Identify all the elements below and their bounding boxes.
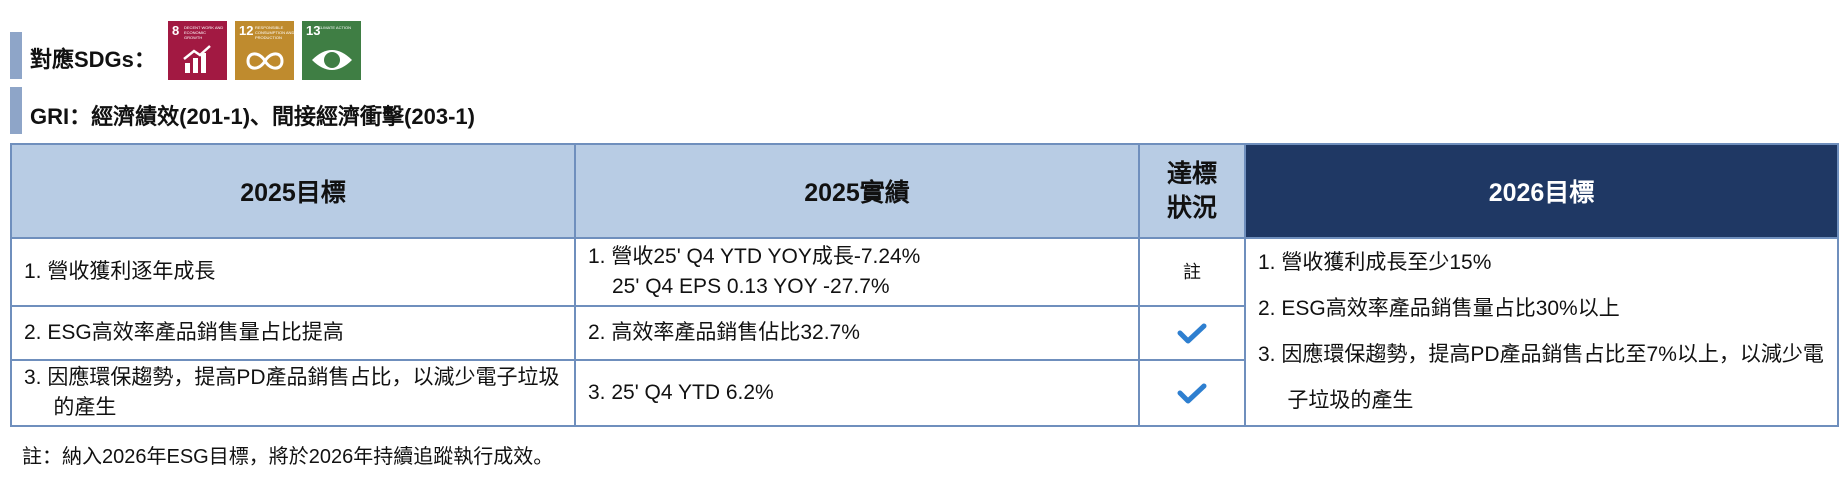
status-cell (1138, 359, 1246, 427)
sdg-number: 13 (306, 23, 321, 38)
result: 3. 25' Q4 YTD 6.2% (588, 381, 774, 404)
sdg-number: 8 (172, 23, 180, 38)
result: 1. 營收25' Q4 YTD YOY成長-7.24% (588, 245, 921, 268)
sdg-label: 對應SDGs： (30, 47, 156, 72)
column-header: 2025實績 (574, 143, 1140, 239)
result-cell: 1. 營收25' Q4 YTD YOY成長-7.24% 25' Q4 EPS 0.… (574, 237, 1140, 307)
goal: 1. 營收獲利逐年成長 (24, 260, 216, 283)
footnote: 註：納入2026年ESG目標，將於2026年持續追蹤執行成效。 (22, 446, 554, 468)
goal-cell: 1. 營收獲利逐年成長 (10, 237, 576, 307)
status-note: 註 (1183, 262, 1201, 282)
goal: 2. ESG高效率產品銷售量占比提高 (24, 321, 344, 344)
sdg-icon: 12 RESPONSIBLE CONSUMPTION AND PRODUCTIO… (235, 21, 294, 80)
result-cell: 2. 高效率產品銷售佔比32.7% (574, 305, 1140, 361)
sdg-icon: 8 DECENT WORK AND ECONOMIC GROWTH (168, 21, 227, 80)
sdg-icon-label: DECENT WORK AND ECONOMIC GROWTH (184, 25, 224, 40)
sdg-glyph (312, 50, 352, 70)
goal-2026-cell: 1. 營收獲利成長至少15% 2. ESG高效率產品銷售量占比30%以上 3. … (1244, 237, 1839, 427)
gri-label: GRI：經濟績效(201-1)、間接經濟衝擊(203-1) (30, 104, 475, 129)
status-cell (1138, 305, 1246, 361)
goal-cell: 2. ESG高效率產品銷售量占比提高 (10, 305, 576, 361)
column-header: 2026目標 (1244, 143, 1839, 239)
checkmark (1177, 383, 1207, 404)
goal-cell: 3. 因應環保趨勢，提高PD產品銷售占比，以減少電子垃圾的產生 (10, 359, 576, 427)
sdg-icon-label: CLIMATE ACTION (318, 25, 352, 30)
goal-2026: 3. 因應環保趨勢，提高PD產品銷售占比至7%以上，以減少電子垃圾的產生 (1258, 343, 1824, 412)
sdg-icon: 13 CLIMATE ACTION (302, 21, 361, 80)
sdg-glyph (183, 45, 211, 73)
accent-bar (10, 87, 22, 134)
goal-2026: 1. 營收獲利成長至少15% (1258, 251, 1492, 274)
goal-2026: 2. ESG高效率產品銷售量占比30%以上 (1258, 297, 1620, 320)
result-cell: 3. 25' Q4 YTD 6.2% (574, 359, 1140, 427)
accent-bar (10, 32, 22, 79)
column-header: 2025目標 (10, 143, 576, 239)
column-header: 達標狀況 (1138, 143, 1246, 239)
sdg-glyph (246, 52, 284, 70)
goal: 3. 因應環保趨勢，提高PD產品銷售占比，以減少電子垃圾的產生 (24, 366, 560, 419)
result: 2. 高效率產品銷售佔比32.7% (588, 321, 860, 344)
sdg-icon-label: RESPONSIBLE CONSUMPTION AND PRODUCTION (255, 25, 295, 40)
checkmark (1177, 323, 1207, 344)
sdg-number: 12 (239, 23, 254, 38)
status-cell: 註 (1138, 237, 1246, 307)
result: 25' Q4 EPS 0.13 YOY -27.7% (612, 275, 890, 298)
